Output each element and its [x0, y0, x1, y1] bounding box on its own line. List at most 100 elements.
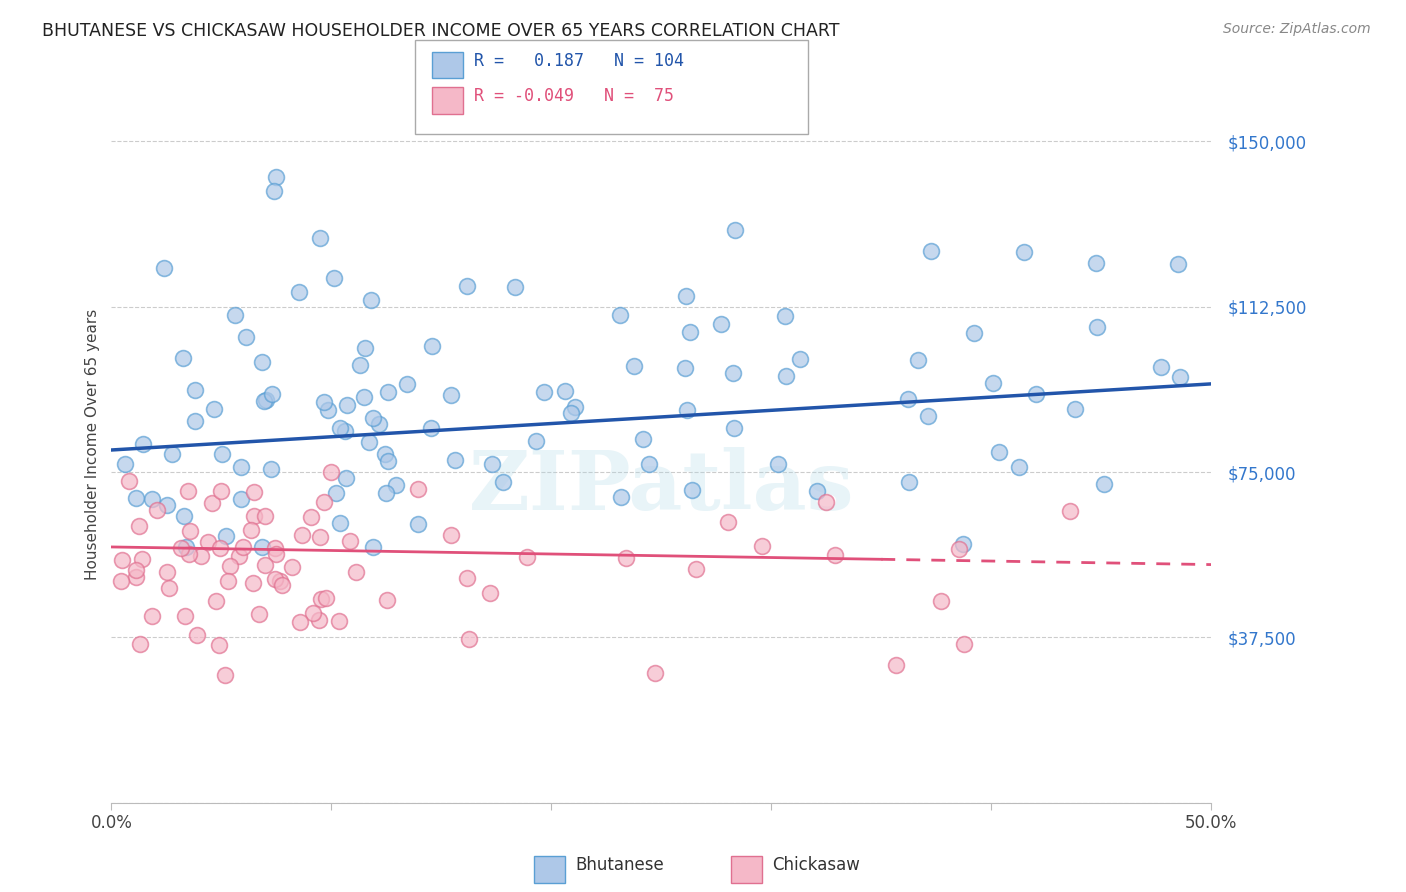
Point: [353, 390, 375, 404]
Point: [456, 278, 478, 293]
Point: [253, 509, 276, 524]
Point: [339, 533, 361, 548]
Text: ZIPatlas: ZIPatlas: [468, 448, 853, 527]
Point: [172, 351, 194, 365]
Point: [125, 563, 148, 577]
Point: [623, 359, 645, 373]
Point: [242, 575, 264, 590]
Point: [228, 549, 250, 564]
Point: [723, 420, 745, 434]
Point: [385, 478, 408, 492]
Point: [1025, 387, 1047, 401]
Point: [160, 447, 183, 461]
Point: [952, 537, 974, 551]
Text: Bhutanese: Bhutanese: [575, 856, 664, 874]
Point: [264, 547, 287, 561]
Point: [948, 541, 970, 556]
Point: [312, 395, 335, 409]
Point: [252, 354, 274, 368]
Point: [789, 351, 811, 366]
Point: [215, 528, 238, 542]
Point: [375, 593, 398, 607]
Point: [444, 453, 467, 467]
Point: [201, 496, 224, 510]
Point: [333, 424, 356, 438]
Point: [177, 548, 200, 562]
Point: [190, 549, 212, 563]
Point: [299, 510, 322, 524]
Point: [1150, 359, 1173, 374]
Point: [141, 491, 163, 506]
Point: [751, 539, 773, 553]
Point: [359, 434, 381, 449]
Point: [260, 461, 283, 475]
Point: [987, 445, 1010, 459]
Point: [981, 376, 1004, 390]
Point: [354, 342, 377, 356]
Point: [132, 436, 155, 450]
Point: [288, 615, 311, 629]
Point: [153, 261, 176, 276]
Point: [301, 606, 323, 620]
Point: [281, 560, 304, 574]
Point: [170, 541, 193, 555]
Point: [291, 528, 314, 542]
Text: Chickasaw: Chickasaw: [772, 856, 860, 874]
Point: [1168, 370, 1191, 384]
Point: [457, 632, 479, 647]
Point: [186, 628, 208, 642]
Point: [1008, 460, 1031, 475]
Point: [773, 310, 796, 324]
Point: [478, 586, 501, 600]
Point: [174, 609, 197, 624]
Point: [262, 387, 284, 401]
Point: [114, 457, 136, 471]
Point: [560, 406, 582, 420]
Point: [266, 169, 288, 184]
Point: [335, 471, 357, 485]
Point: [197, 535, 219, 549]
Point: [440, 528, 463, 542]
Point: [952, 637, 974, 651]
Point: [156, 498, 179, 512]
Point: [288, 285, 311, 300]
Point: [328, 614, 350, 628]
Point: [205, 594, 228, 608]
Point: [344, 565, 367, 579]
Point: [1059, 504, 1081, 518]
Point: [229, 459, 252, 474]
Point: [312, 495, 335, 509]
Point: [1064, 402, 1087, 417]
Point: [219, 558, 242, 573]
Point: [173, 508, 195, 523]
Text: Source: ZipAtlas.com: Source: ZipAtlas.com: [1223, 22, 1371, 37]
Point: [229, 492, 252, 507]
Point: [208, 638, 231, 652]
Point: [717, 515, 740, 529]
Point: [1085, 320, 1108, 334]
Point: [336, 398, 359, 412]
Point: [503, 279, 526, 293]
Point: [396, 377, 419, 392]
Point: [323, 270, 346, 285]
Point: [644, 665, 666, 680]
Point: [554, 384, 576, 399]
Point: [235, 330, 257, 344]
Point: [1092, 476, 1115, 491]
Point: [110, 574, 132, 589]
Point: [440, 388, 463, 402]
Point: [270, 577, 292, 591]
Point: [375, 485, 398, 500]
Point: [363, 410, 385, 425]
Point: [321, 465, 343, 479]
Point: [884, 657, 907, 672]
Point: [775, 368, 797, 383]
Text: R = -0.049   N =  75: R = -0.049 N = 75: [474, 87, 673, 105]
Point: [516, 549, 538, 564]
Point: [308, 529, 330, 543]
Point: [1012, 245, 1035, 260]
Point: [224, 308, 246, 322]
Point: [929, 593, 952, 607]
Point: [179, 524, 201, 538]
Point: [420, 421, 443, 435]
